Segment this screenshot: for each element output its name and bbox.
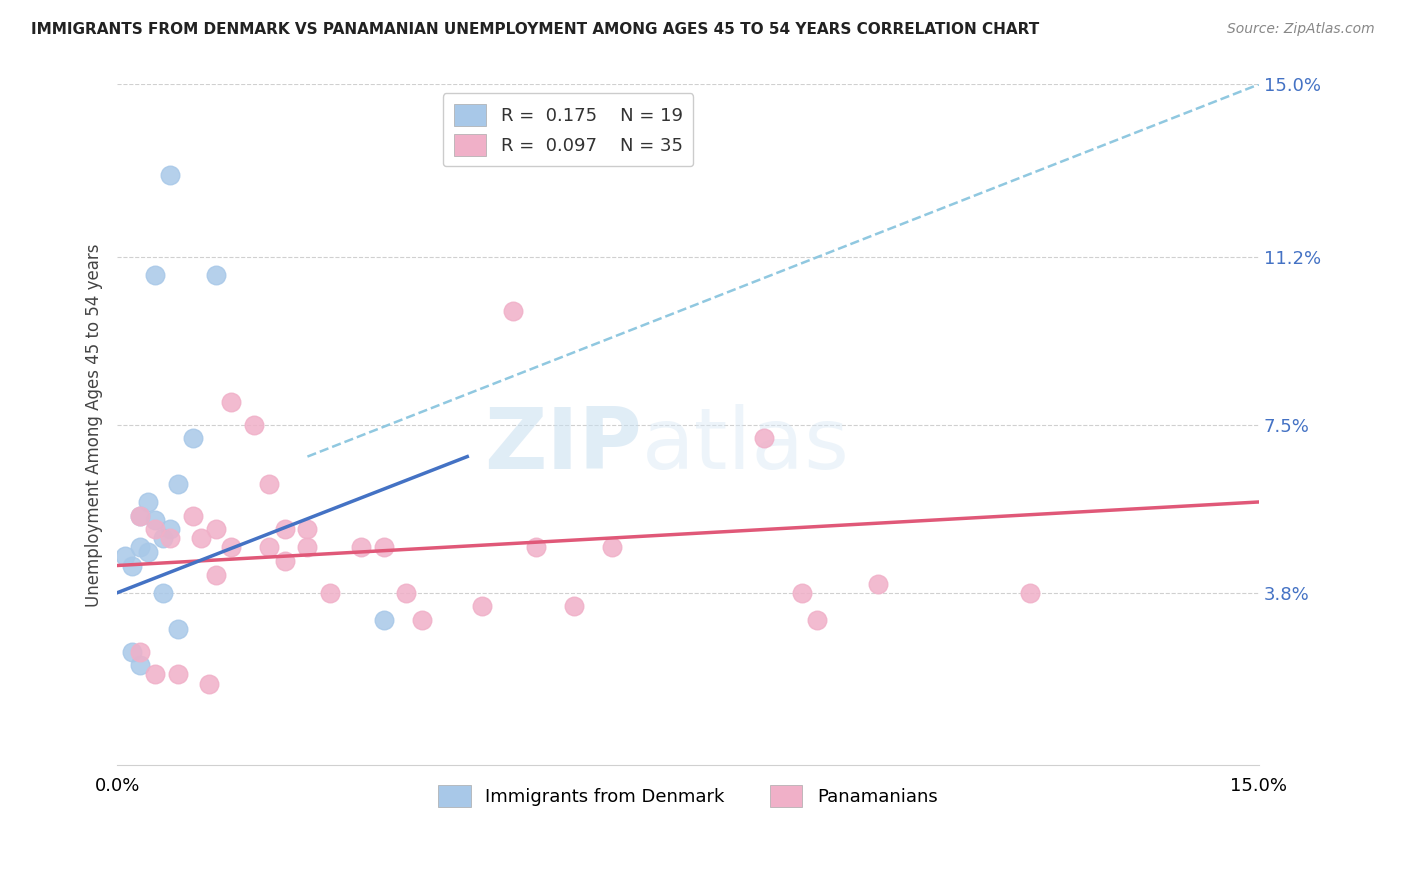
Point [471,599,494,614]
Point [167,622,190,636]
Point [790,586,813,600]
Point [806,613,828,627]
Point [143,513,166,527]
Point [167,476,190,491]
Point [143,667,166,681]
Point [159,531,181,545]
Point [152,586,174,600]
Text: IMMIGRANTS FROM DENMARK VS PANAMANIAN UNEMPLOYMENT AMONG AGES 45 TO 54 YEARS COR: IMMIGRANTS FROM DENMARK VS PANAMANIAN UN… [31,22,1039,37]
Point [197,676,219,690]
Point [205,522,228,536]
Point [143,268,166,282]
Point [129,508,152,523]
Point [114,549,136,564]
Text: Source: ZipAtlas.com: Source: ZipAtlas.com [1227,22,1375,37]
Point [190,531,212,545]
Text: atlas: atlas [643,404,851,487]
Point [136,495,159,509]
Point [297,541,319,555]
Point [205,268,228,282]
Point [502,304,524,318]
Point [181,508,204,523]
Point [259,476,281,491]
Point [752,432,775,446]
Point [221,541,243,555]
Point [121,558,143,573]
Point [205,567,228,582]
Point [159,168,181,182]
Text: ZIP: ZIP [485,404,643,487]
Point [159,522,181,536]
Point [136,545,159,559]
Point [395,586,418,600]
Point [129,658,152,673]
Point [221,395,243,409]
Point [167,667,190,681]
Point [297,522,319,536]
Point [129,508,152,523]
Point [319,586,342,600]
Point [411,613,433,627]
Point [600,541,623,555]
Point [143,522,166,536]
Point [1019,586,1042,600]
Point [562,599,585,614]
Point [373,541,395,555]
Point [350,541,373,555]
Y-axis label: Unemployment Among Ages 45 to 54 years: Unemployment Among Ages 45 to 54 years [86,244,103,607]
Point [868,576,890,591]
Point [273,522,295,536]
Point [129,541,152,555]
Point [524,541,547,555]
Point [373,613,395,627]
Point [243,417,266,432]
Point [121,645,143,659]
Point [152,531,174,545]
Legend: Immigrants from Denmark, Panamanians: Immigrants from Denmark, Panamanians [432,778,945,814]
Point [129,645,152,659]
Point [259,541,281,555]
Point [273,554,295,568]
Point [181,432,204,446]
